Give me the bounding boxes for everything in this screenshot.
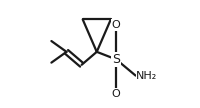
Text: O: O — [112, 20, 121, 30]
Text: NH₂: NH₂ — [136, 71, 157, 81]
Text: O: O — [112, 89, 121, 99]
Text: S: S — [112, 53, 120, 66]
